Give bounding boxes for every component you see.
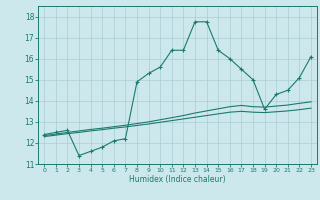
X-axis label: Humidex (Indice chaleur): Humidex (Indice chaleur) xyxy=(129,175,226,184)
